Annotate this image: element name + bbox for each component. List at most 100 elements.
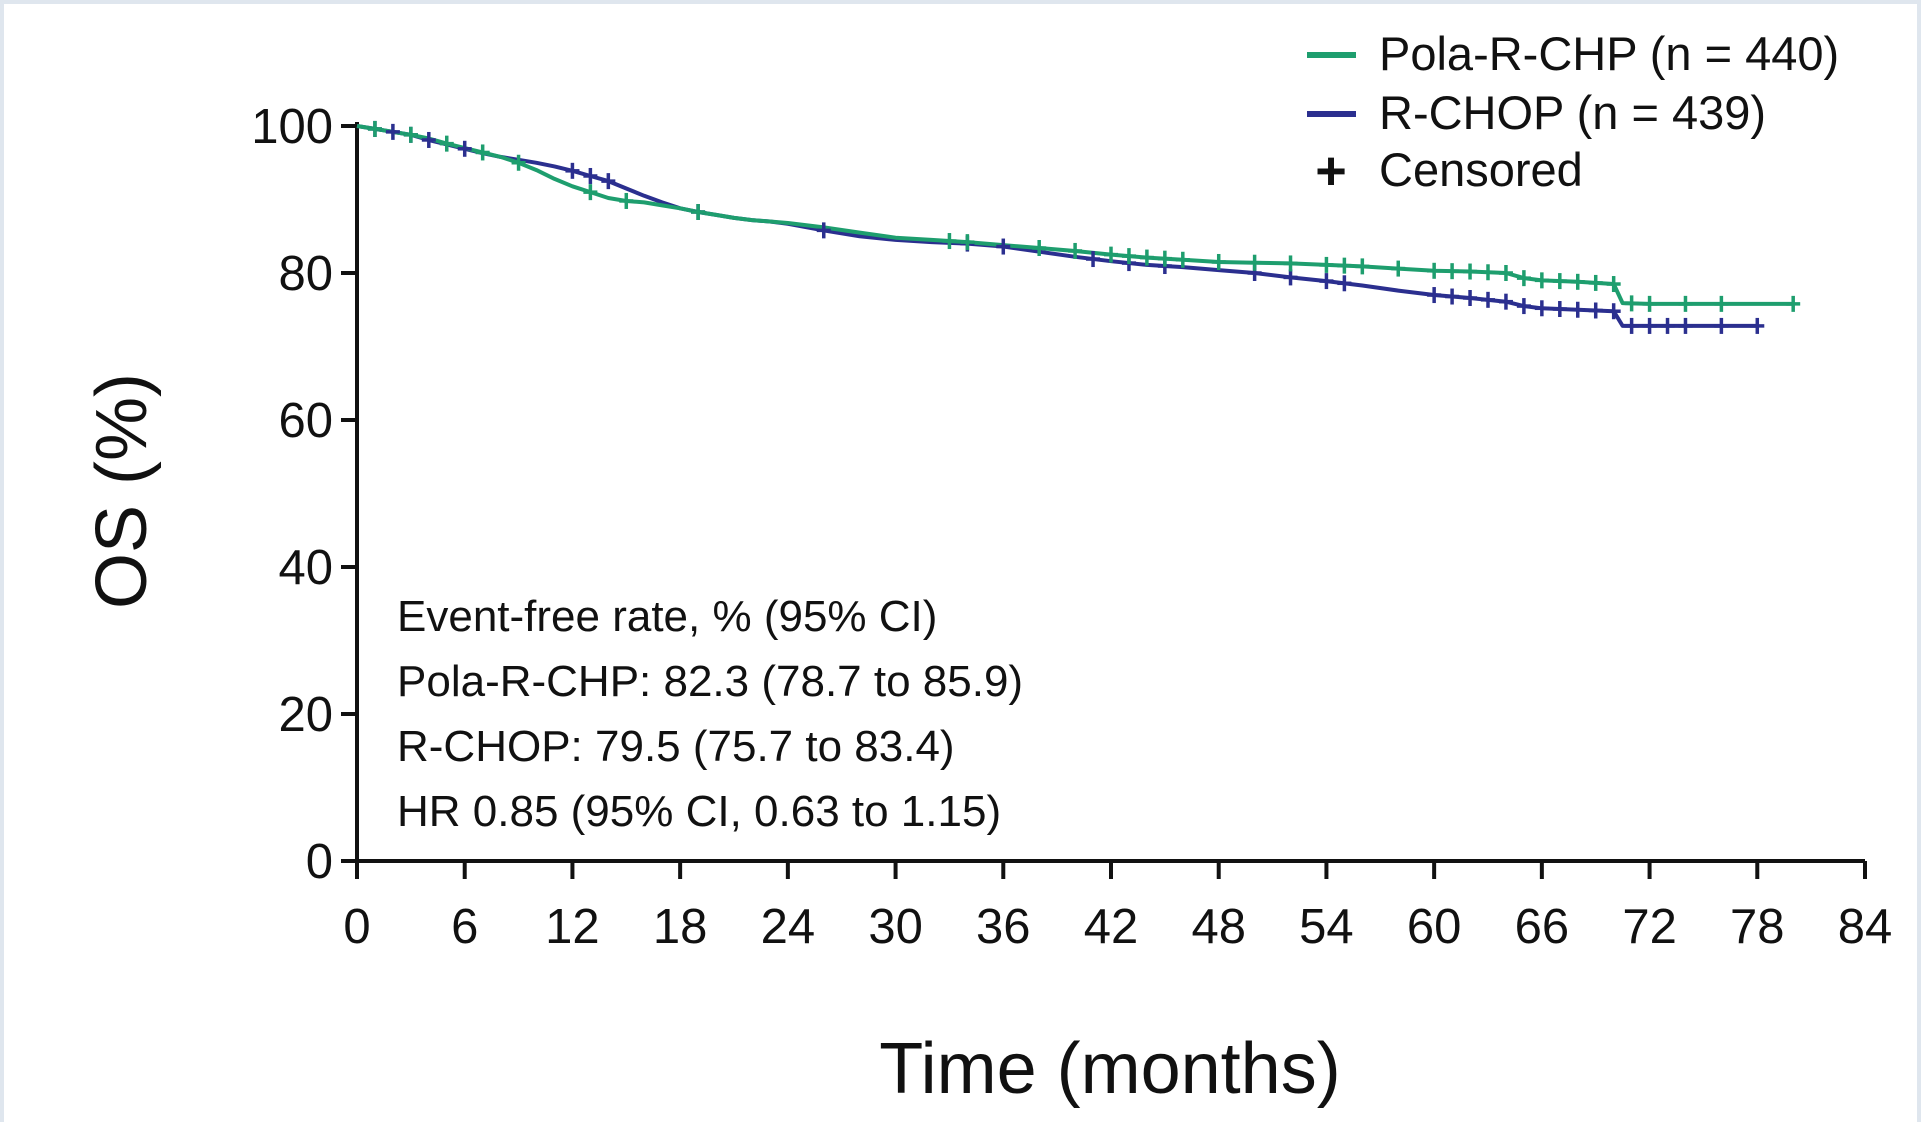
censor-mark-pola-r-chp-2: [439, 135, 454, 152]
censor-mark-r-chop-16: [1283, 269, 1298, 286]
annotation-line-3: R-CHOP: 79.5 (75.7 to 83.4): [397, 722, 955, 771]
censor-mark-pola-r-chp-17: [1211, 253, 1226, 270]
censor-mark-pola-r-chp-8: [942, 233, 957, 250]
x-tick-label-66: 66: [1515, 900, 1570, 954]
censor-mark-pola-r-chp-25: [1445, 263, 1460, 280]
annotation-line-1: Event-free rate, % (95% CI): [397, 592, 937, 641]
censor-mark-pola-r-chp-38: [1714, 295, 1729, 312]
x-tick-label-84: 84: [1838, 900, 1893, 954]
x-tick-label-24: 24: [761, 900, 816, 954]
censor-mark-pola-r-chp-19: [1283, 255, 1298, 272]
censor-mark-r-chop-30: [1624, 317, 1639, 334]
x-tick-label-36: 36: [976, 900, 1031, 954]
censor-mark-pola-r-chp-18: [1247, 254, 1262, 271]
censor-mark-pola-r-chp-27: [1481, 264, 1495, 281]
censor-mark-r-chop-27: [1570, 301, 1585, 318]
censor-mark-r-chop-3: [421, 131, 436, 148]
censor-mark-r-chop-6: [583, 167, 598, 184]
censor-mark-pola-r-chp-10: [1032, 240, 1047, 257]
censor-mark-pola-r-chp-12: [1104, 246, 1118, 263]
x-tick-label-30: 30: [868, 900, 923, 954]
censor-mark-pola-r-chp-4: [511, 154, 526, 171]
censor-mark-pola-r-chp-22: [1355, 258, 1370, 275]
censor-mark-pola-r-chp-34: [1606, 276, 1621, 293]
censor-mark-r-chop-18: [1337, 275, 1352, 292]
x-tick-label-42: 42: [1084, 900, 1139, 954]
x-tick-label-18: 18: [653, 900, 708, 954]
censor-mark-r-chop-11: [996, 238, 1011, 255]
censor-mark-r-chop-17: [1319, 273, 1334, 290]
censor-mark-r-chop-35: [1750, 317, 1765, 334]
censor-layer: [367, 120, 1801, 334]
annotation-line-2: Pola-R-CHP: 82.3 (78.7 to 85.9): [397, 657, 1023, 706]
censor-mark-pola-r-chp-24: [1427, 262, 1442, 279]
censor-mark-pola-r-chp-15: [1157, 250, 1172, 267]
x-tick-label-72: 72: [1622, 900, 1677, 954]
censor-mark-r-chop-20: [1445, 288, 1460, 305]
y-axis-title: OS (%): [82, 373, 162, 609]
censor-mark-pola-r-chp-36: [1642, 295, 1657, 312]
censor-mark-r-chop-25: [1534, 300, 1549, 317]
censor-mark-pola-r-chp-35: [1624, 295, 1639, 312]
censor-mark-pola-r-chp-39: [1786, 295, 1801, 312]
censor-mark-r-chop-32: [1660, 317, 1675, 334]
censor-mark-pola-r-chp-29: [1516, 270, 1531, 287]
censor-mark-r-chop-1: [385, 123, 400, 140]
y-tick-label-80: 80: [278, 247, 333, 301]
censor-mark-pola-r-chp-31: [1552, 273, 1567, 290]
censor-mark-r-chop-28: [1588, 302, 1603, 319]
legend-label-censored: Censored: [1379, 143, 1583, 196]
censor-mark-r-chop-4: [457, 140, 472, 157]
censor-mark-pola-r-chp-23: [1391, 260, 1406, 277]
censor-mark-pola-r-chp-20: [1319, 256, 1334, 273]
censor-mark-pola-r-chp-16: [1175, 251, 1190, 268]
annotation-block: Event-free rate, % (95% CI) Pola-R-CHP: …: [397, 592, 1023, 836]
y-tick-label-40: 40: [278, 541, 333, 595]
censor-mark-pola-r-chp-13: [1121, 248, 1136, 265]
km-survival-chart: 0 20 40 60 80 100 0 6 12 18 24 30 36 42 48 54 60 66 72 78 84…: [82, 27, 1892, 1109]
x-tick-label-54: 54: [1299, 900, 1354, 954]
x-tick-label-78: 78: [1730, 900, 1785, 954]
censor-mark-r-chop-9: [816, 222, 831, 239]
x-tick-label-48: 48: [1191, 900, 1246, 954]
censor-mark-r-chop-33: [1678, 317, 1693, 334]
censor-mark-pola-r-chp-11: [1068, 242, 1083, 259]
y-tick-label-20: 20: [278, 688, 333, 742]
censor-mark-pola-r-chp-32: [1570, 273, 1585, 290]
censor-mark-r-chop-23: [1498, 293, 1513, 310]
censor-mark-r-chop-22: [1481, 291, 1495, 308]
censor-mark-pola-r-chp-28: [1498, 265, 1513, 281]
censor-mark-pola-r-chp-3: [475, 144, 490, 161]
annotation-line-4: HR 0.85 (95% CI, 0.63 to 1.15): [397, 787, 1001, 836]
censor-mark-pola-r-chp-7: [691, 203, 706, 220]
x-axis-title: Time (months): [879, 1029, 1340, 1109]
censor-mark-r-chop-21: [1463, 289, 1478, 306]
censor-mark-r-chop-12: [1086, 251, 1101, 268]
censor-mark-r-chop-34: [1714, 317, 1729, 334]
censor-mark-pola-r-chp-14: [1139, 249, 1154, 266]
y-tick-label-0: 0: [306, 835, 333, 889]
censor-mark-r-chop-29: [1606, 303, 1621, 320]
censor-mark-pola-r-chp-6: [619, 192, 634, 209]
censor-mark-pola-r-chp-30: [1534, 272, 1549, 289]
censor-mark-r-chop-5: [565, 162, 580, 179]
legend-censored-plus-icon: +: [1315, 141, 1347, 201]
censor-mark-r-chop-7: [601, 173, 616, 190]
censor-mark-r-chop-19: [1427, 287, 1442, 304]
censor-mark-r-chop-31: [1642, 317, 1657, 334]
legend: Pola-R-CHP (n = 440) R-CHOP (n = 439) + …: [1307, 27, 1839, 201]
censor-mark-pola-r-chp-1: [403, 126, 418, 143]
censor-mark-pola-r-chp-21: [1337, 257, 1352, 274]
censor-mark-pola-r-chp-26: [1463, 263, 1478, 280]
x-tick-label-0: 0: [343, 900, 370, 954]
censor-mark-pola-r-chp-9: [960, 234, 975, 251]
axes: 0 20 40 60 80 100 0 6 12 18 24 30 36 42 48 54 60 66 72 78 84: [251, 100, 1892, 954]
censor-mark-r-chop-26: [1552, 301, 1567, 318]
y-tick-label-100: 100: [251, 100, 333, 154]
censor-mark-pola-r-chp-5: [583, 184, 598, 201]
censor-mark-pola-r-chp-33: [1588, 274, 1603, 291]
x-tick-label-12: 12: [545, 900, 600, 954]
x-tick-label-6: 6: [451, 900, 478, 954]
legend-label-pola-r-chp: Pola-R-CHP (n = 440): [1379, 27, 1839, 80]
